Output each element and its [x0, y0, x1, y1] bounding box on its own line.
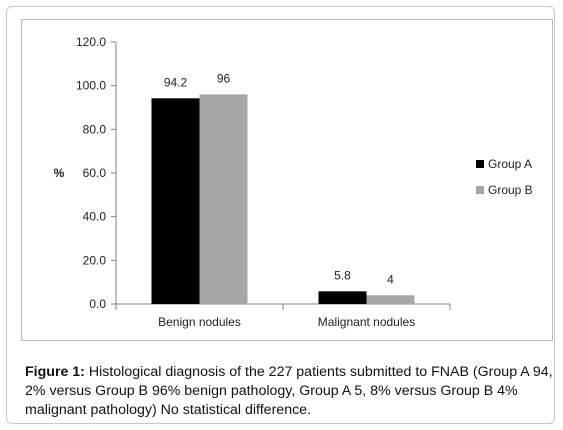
- y-tick-label: 100.0: [76, 79, 106, 93]
- legend-label: Group A: [488, 157, 532, 171]
- legend-label: Group B: [488, 183, 533, 197]
- legend-swatch: [476, 160, 484, 168]
- bar-group-a: [151, 98, 200, 304]
- bar-group-a: [318, 291, 367, 304]
- category-label: Malignant nodules: [318, 315, 415, 329]
- data-label: 4: [387, 272, 394, 286]
- y-tick-label: 0.0: [89, 297, 106, 311]
- legend-swatch: [476, 186, 484, 194]
- data-label: 94.2: [164, 75, 188, 89]
- caption-text: Histological diagnosis of the 227 patien…: [25, 364, 553, 418]
- bar-chart: 0.0 20.0 40.0 60.0 80.0 100.0 120.0% 94.2 96 Beni…: [54, 35, 533, 329]
- y-tick-label: 120.0: [76, 35, 106, 49]
- bar-group-b: [199, 94, 248, 305]
- figure-frame: 0.0 20.0 40.0 60.0 80.0 100.0 120.0% 94.2 96 Beni…: [6, 6, 555, 424]
- data-label: 5.8: [334, 268, 351, 282]
- y-tick-label: 80.0: [83, 122, 107, 136]
- data-label: 96: [217, 71, 231, 85]
- y-tick-label: 40.0: [83, 210, 107, 224]
- bar-group-b: [366, 295, 415, 304]
- y-axis-label: %: [54, 166, 65, 180]
- category-label: Benign nodules: [158, 315, 241, 329]
- chart-area: 0.0 20.0 40.0 60.0 80.0 100.0 120.0% 94.2 96 Beni…: [21, 19, 553, 341]
- y-tick-label: 60.0: [83, 166, 107, 180]
- caption-label: Figure 1:: [25, 364, 85, 380]
- y-tick-label: 20.0: [83, 253, 107, 267]
- figure-caption: Figure 1: Histological diagnosis of the …: [25, 363, 555, 420]
